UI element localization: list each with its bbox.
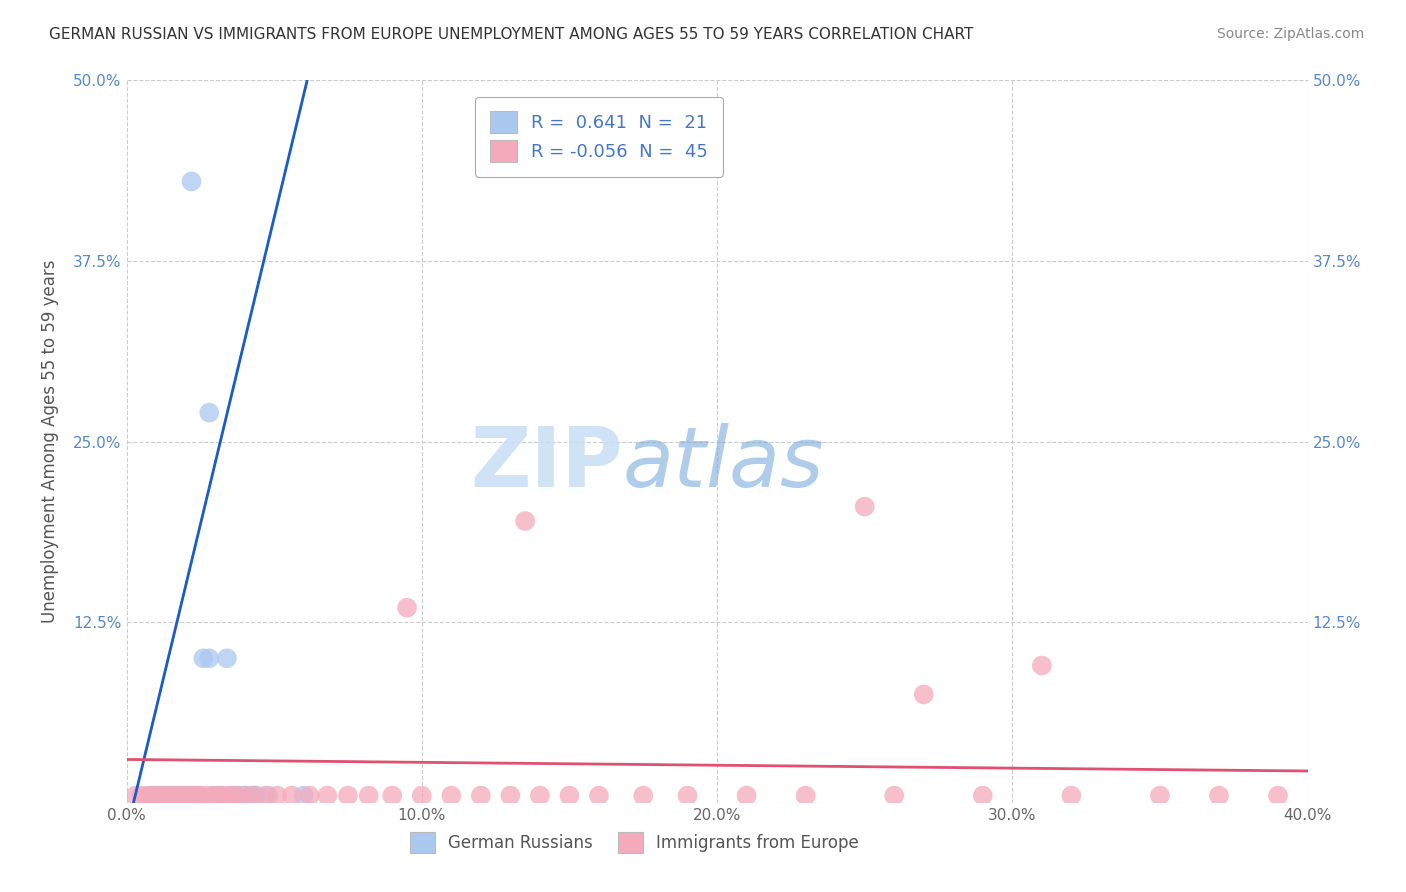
Point — [183, 789, 205, 803]
Y-axis label: Unemployment Among Ages 55 to 59 years: Unemployment Among Ages 55 to 59 years — [41, 260, 59, 624]
Point — [180, 174, 202, 188]
Point — [160, 789, 183, 803]
Point — [972, 789, 994, 803]
Point — [201, 789, 224, 803]
Point — [233, 789, 256, 803]
Legend: German Russians, Immigrants from Europe: German Russians, Immigrants from Europe — [404, 826, 866, 860]
Point — [225, 789, 247, 803]
Point — [245, 789, 267, 803]
Point — [281, 789, 304, 803]
Point — [139, 789, 162, 803]
Point — [129, 789, 153, 803]
Point — [163, 789, 186, 803]
Point — [470, 789, 492, 803]
Point — [180, 789, 202, 803]
Point — [204, 789, 226, 803]
Point — [228, 789, 250, 803]
Point — [1267, 789, 1289, 803]
Point — [396, 600, 419, 615]
Point — [174, 789, 197, 803]
Point — [188, 789, 212, 803]
Point — [1060, 789, 1083, 803]
Point — [558, 789, 581, 803]
Point — [124, 789, 146, 803]
Point — [193, 651, 215, 665]
Point — [148, 789, 170, 803]
Point — [136, 789, 159, 803]
Point — [316, 789, 339, 803]
Point — [883, 789, 905, 803]
Point — [298, 789, 321, 803]
Text: Source: ZipAtlas.com: Source: ZipAtlas.com — [1216, 27, 1364, 41]
Point — [153, 789, 176, 803]
Point — [150, 789, 173, 803]
Point — [215, 651, 238, 665]
Point — [588, 789, 610, 803]
Point — [222, 789, 245, 803]
Text: atlas: atlas — [623, 423, 824, 504]
Point — [735, 789, 758, 803]
Point — [172, 789, 194, 803]
Point — [198, 406, 221, 420]
Point — [142, 789, 165, 803]
Point — [177, 789, 200, 803]
Text: GERMAN RUSSIAN VS IMMIGRANTS FROM EUROPE UNEMPLOYMENT AMONG AGES 55 TO 59 YEARS : GERMAN RUSSIAN VS IMMIGRANTS FROM EUROPE… — [49, 27, 973, 42]
Point — [292, 789, 315, 803]
Point — [912, 687, 935, 701]
Point — [266, 789, 288, 803]
Point — [633, 789, 655, 803]
Point — [198, 651, 221, 665]
Point — [1031, 658, 1053, 673]
Point — [219, 789, 242, 803]
Point — [381, 789, 404, 803]
Point — [156, 789, 179, 803]
Point — [794, 789, 817, 803]
Point — [357, 789, 380, 803]
Text: ZIP: ZIP — [470, 423, 623, 504]
Point — [254, 789, 277, 803]
Point — [411, 789, 433, 803]
Point — [242, 789, 264, 803]
Point — [1149, 789, 1171, 803]
Point — [529, 789, 551, 803]
Point — [440, 789, 463, 803]
Point — [166, 789, 188, 803]
Point — [337, 789, 360, 803]
Point — [1208, 789, 1230, 803]
Point — [499, 789, 522, 803]
Point — [169, 789, 191, 803]
Point — [239, 789, 262, 803]
Point — [212, 789, 235, 803]
Point — [186, 789, 208, 803]
Point — [257, 789, 280, 803]
Point — [207, 789, 229, 803]
Point — [853, 500, 876, 514]
Point — [233, 789, 256, 803]
Point — [515, 514, 537, 528]
Point — [195, 789, 218, 803]
Point — [145, 789, 167, 803]
Point — [676, 789, 699, 803]
Point — [209, 789, 232, 803]
